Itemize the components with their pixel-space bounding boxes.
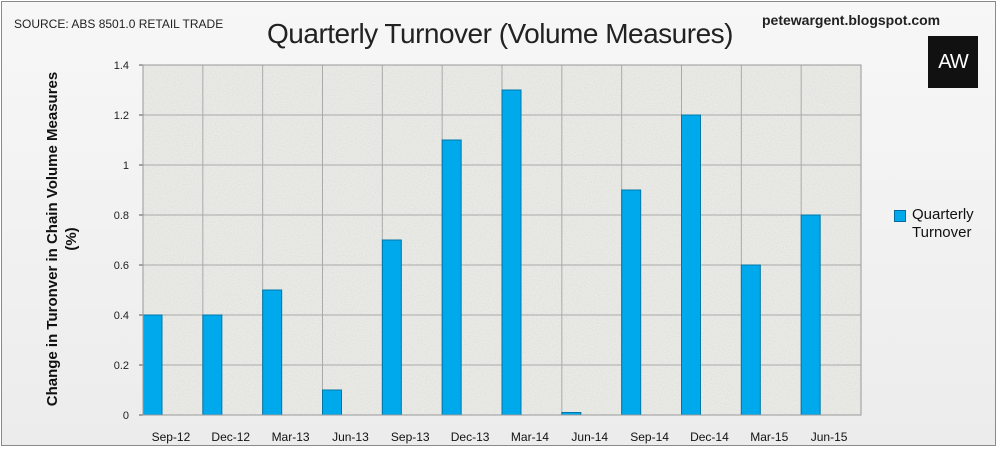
y-tick-label: 0.6 xyxy=(114,260,129,272)
x-tick-label: Sep-12 xyxy=(152,430,191,444)
y-tick-label: 0.8 xyxy=(114,210,129,222)
x-tick-label: Mar-13 xyxy=(272,430,310,444)
y-tick-label: 0 xyxy=(123,410,129,422)
legend: Quarterly Turnover xyxy=(894,206,992,242)
axes xyxy=(142,64,862,416)
bar xyxy=(262,289,283,416)
x-tick-label: Sep-14 xyxy=(630,430,669,444)
x-tick-labels: Sep-12 Dec-12 Mar-13 Jun-13 Sep-13 Dec-13 Mar-… xyxy=(152,430,848,444)
blog-url: petewargent.blogspot.com xyxy=(762,12,941,28)
bar xyxy=(142,314,163,416)
y-tick-label: 0.4 xyxy=(114,310,129,322)
legend-label: Quarterly Turnover xyxy=(912,206,974,241)
bar xyxy=(501,89,522,416)
bar xyxy=(740,264,761,416)
source-note: SOURCE: ABS 8501.0 RETAIL TRADE xyxy=(14,17,224,31)
logo-text: AW xyxy=(938,50,969,73)
x-tick-label: Dec-12 xyxy=(211,430,250,444)
bar xyxy=(441,139,462,416)
y-tick-label: 1.2 xyxy=(114,110,129,122)
x-tick-label: Jun-13 xyxy=(332,430,369,444)
x-tick-label: Mar-15 xyxy=(750,430,788,444)
x-tick-label: Jun-15 xyxy=(811,430,848,444)
bar xyxy=(381,239,402,416)
x-tick-label: Dec-13 xyxy=(451,430,490,444)
chart-title: Quarterly Turnover (Volume Measures) xyxy=(267,18,733,49)
y-tick-label: 1 xyxy=(123,160,129,172)
y-tick-labels: 0 0.2 0.4 0.6 0.8 1 1.2 1.4 xyxy=(114,60,129,422)
x-tick-label: Mar-14 xyxy=(511,430,549,444)
x-tick-label: Sep-13 xyxy=(391,430,430,444)
x-tick-label: Jun-14 xyxy=(571,430,608,444)
bar xyxy=(800,214,821,416)
bar xyxy=(202,314,223,416)
bar xyxy=(681,114,701,416)
bar xyxy=(621,189,642,416)
y-tick-label: 1.4 xyxy=(114,60,129,72)
bar xyxy=(322,389,342,416)
bars xyxy=(142,89,821,416)
x-tick-label: Dec-14 xyxy=(690,430,729,444)
plot-border xyxy=(142,64,862,416)
aw-logo: AW xyxy=(928,36,978,88)
y-tick-label: 0.2 xyxy=(114,360,129,372)
legend-swatch xyxy=(894,210,906,222)
